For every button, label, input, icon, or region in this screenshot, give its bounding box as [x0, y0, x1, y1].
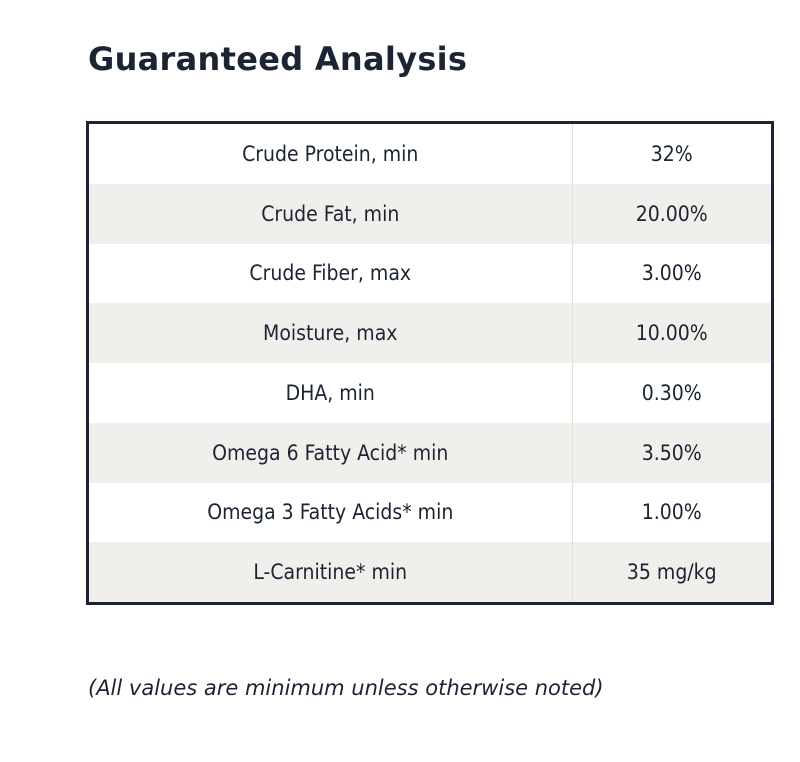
nutrient-value: 10.00% [572, 303, 771, 363]
page-title: Guaranteed Analysis [88, 40, 468, 78]
nutrient-value: 20.00% [572, 183, 771, 244]
table-row: DHA, min 0.30% [89, 363, 771, 423]
footnote: (All values are minimum unless otherwise… [88, 676, 604, 700]
nutrient-value: 32% [572, 124, 771, 184]
table-row: Crude Fat, min 20.00% [89, 183, 771, 244]
nutrient-name: Crude Fiber, max [89, 243, 573, 304]
nutrient-name: Omega 6 Fatty Acid* min [89, 422, 573, 483]
nutrient-name: DHA, min [89, 363, 573, 423]
table-row: Crude Protein, min 32% [89, 124, 771, 184]
table-row: Omega 3 Fatty Acids* min 1.00% [89, 482, 771, 543]
nutrient-name: Crude Protein, min [89, 124, 573, 184]
nutrient-value: 35 mg/kg [572, 542, 771, 602]
table-row: Omega 6 Fatty Acid* min 3.50% [89, 422, 771, 483]
nutrient-value: 1.00% [572, 482, 771, 543]
nutrient-value: 3.00% [572, 243, 771, 304]
table-row: L-Carnitine* min 35 mg/kg [89, 542, 771, 602]
guaranteed-analysis-table: Crude Protein, min 32% Crude Fat, min 20… [86, 121, 774, 605]
nutrient-name: Crude Fat, min [89, 183, 573, 244]
nutrient-name: Omega 3 Fatty Acids* min [89, 482, 573, 543]
nutrient-value: 3.50% [572, 422, 771, 483]
nutrient-name: L-Carnitine* min [89, 542, 573, 602]
nutrient-value: 0.30% [572, 363, 771, 423]
table-row: Moisture, max 10.00% [89, 303, 771, 363]
analysis-table: Crude Protein, min 32% Crude Fat, min 20… [89, 124, 771, 602]
nutrient-name: Moisture, max [89, 303, 573, 363]
table-row: Crude Fiber, max 3.00% [89, 243, 771, 304]
